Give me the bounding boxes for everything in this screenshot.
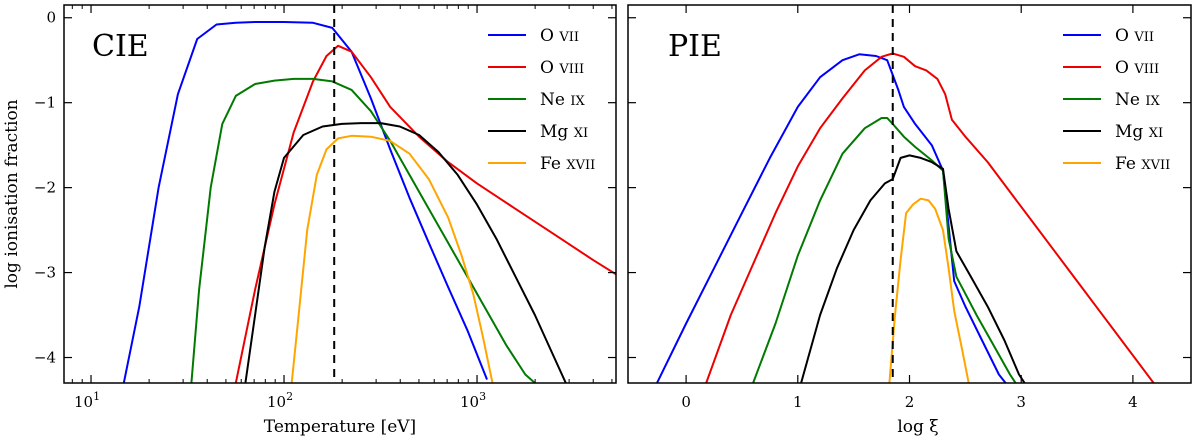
cie-ytick-label: −1 bbox=[34, 94, 56, 112]
cie-line-fe-xvii bbox=[290, 134, 494, 383]
cie-legend: O VII O VIII Ne IX Mg XI Fe XVII bbox=[488, 26, 595, 174]
pie-line-o-viii bbox=[705, 52, 1155, 383]
pie-xtick-label: 4 bbox=[1128, 393, 1138, 411]
cie-series-group bbox=[122, 21, 616, 383]
pie-legend: O VII O VIII Ne IX Mg XI Fe XVII bbox=[1063, 26, 1170, 174]
cie-legend-label: O VII bbox=[540, 26, 579, 46]
cie-xtick-label: 102 bbox=[267, 390, 293, 411]
pie-series-group bbox=[656, 52, 1155, 383]
cie-ytick-label: 0 bbox=[46, 9, 56, 27]
cie-xtick-label: 103 bbox=[460, 390, 486, 411]
cie-ytick-label: −2 bbox=[34, 179, 56, 197]
pie-axes-frame bbox=[627, 4, 1192, 384]
pie-xtick-label: 1 bbox=[793, 393, 803, 411]
pie-legend-label: Fe XVII bbox=[1115, 154, 1170, 174]
cie-legend-label: Mg XI bbox=[540, 122, 588, 142]
pie-panel: 0 1 2 3 4 PIE log ξ O VII O VIII Ne IX Mg XI Fe … bbox=[627, 4, 1192, 437]
pie-line-ne-ix bbox=[752, 117, 1017, 383]
y-axis-title: log ionisation fraction bbox=[2, 99, 22, 288]
cie-line-o-viii bbox=[234, 44, 616, 383]
cie-legend-label: O VIII bbox=[540, 58, 584, 78]
pie-legend-label: Mg XI bbox=[1115, 122, 1163, 142]
cie-panel-label: CIE bbox=[92, 29, 149, 64]
cie-legend-label: Fe XVII bbox=[540, 154, 595, 174]
cie-line-o-vii bbox=[122, 21, 488, 383]
pie-legend-label: O VII bbox=[1115, 26, 1154, 46]
pie-x-axis-title: log ξ bbox=[897, 417, 938, 437]
pie-line-mg-xi bbox=[800, 154, 1026, 383]
pie-panel-label: PIE bbox=[668, 29, 722, 64]
cie-ytick-label: −4 bbox=[34, 349, 56, 367]
pie-xtick-label: 2 bbox=[905, 393, 915, 411]
pie-xtick-label: 3 bbox=[1016, 393, 1026, 411]
pie-tick-labels: 0 1 2 3 4 bbox=[681, 393, 1137, 411]
cie-line-mg-xi bbox=[244, 122, 567, 383]
cie-axes-frame bbox=[63, 4, 617, 384]
cie-ytick-label: −3 bbox=[34, 264, 56, 282]
pie-line-fe-xvii bbox=[888, 197, 970, 383]
cie-tick-labels: 0 −1 −2 −3 −4 101 102 103 bbox=[34, 9, 486, 411]
cie-legend-label: Ne IX bbox=[540, 90, 585, 110]
cie-line-ne-ix bbox=[190, 77, 536, 383]
cie-xtick-label: 101 bbox=[74, 390, 100, 411]
pie-xtick-label: 0 bbox=[681, 393, 691, 411]
pie-legend-label: O VIII bbox=[1115, 58, 1159, 78]
pie-legend-label: Ne IX bbox=[1115, 90, 1160, 110]
cie-x-axis-title: Temperature [eV] bbox=[264, 417, 416, 437]
pie-line-o-vii bbox=[656, 53, 1007, 383]
pie-tick-marks bbox=[628, 5, 1191, 383]
